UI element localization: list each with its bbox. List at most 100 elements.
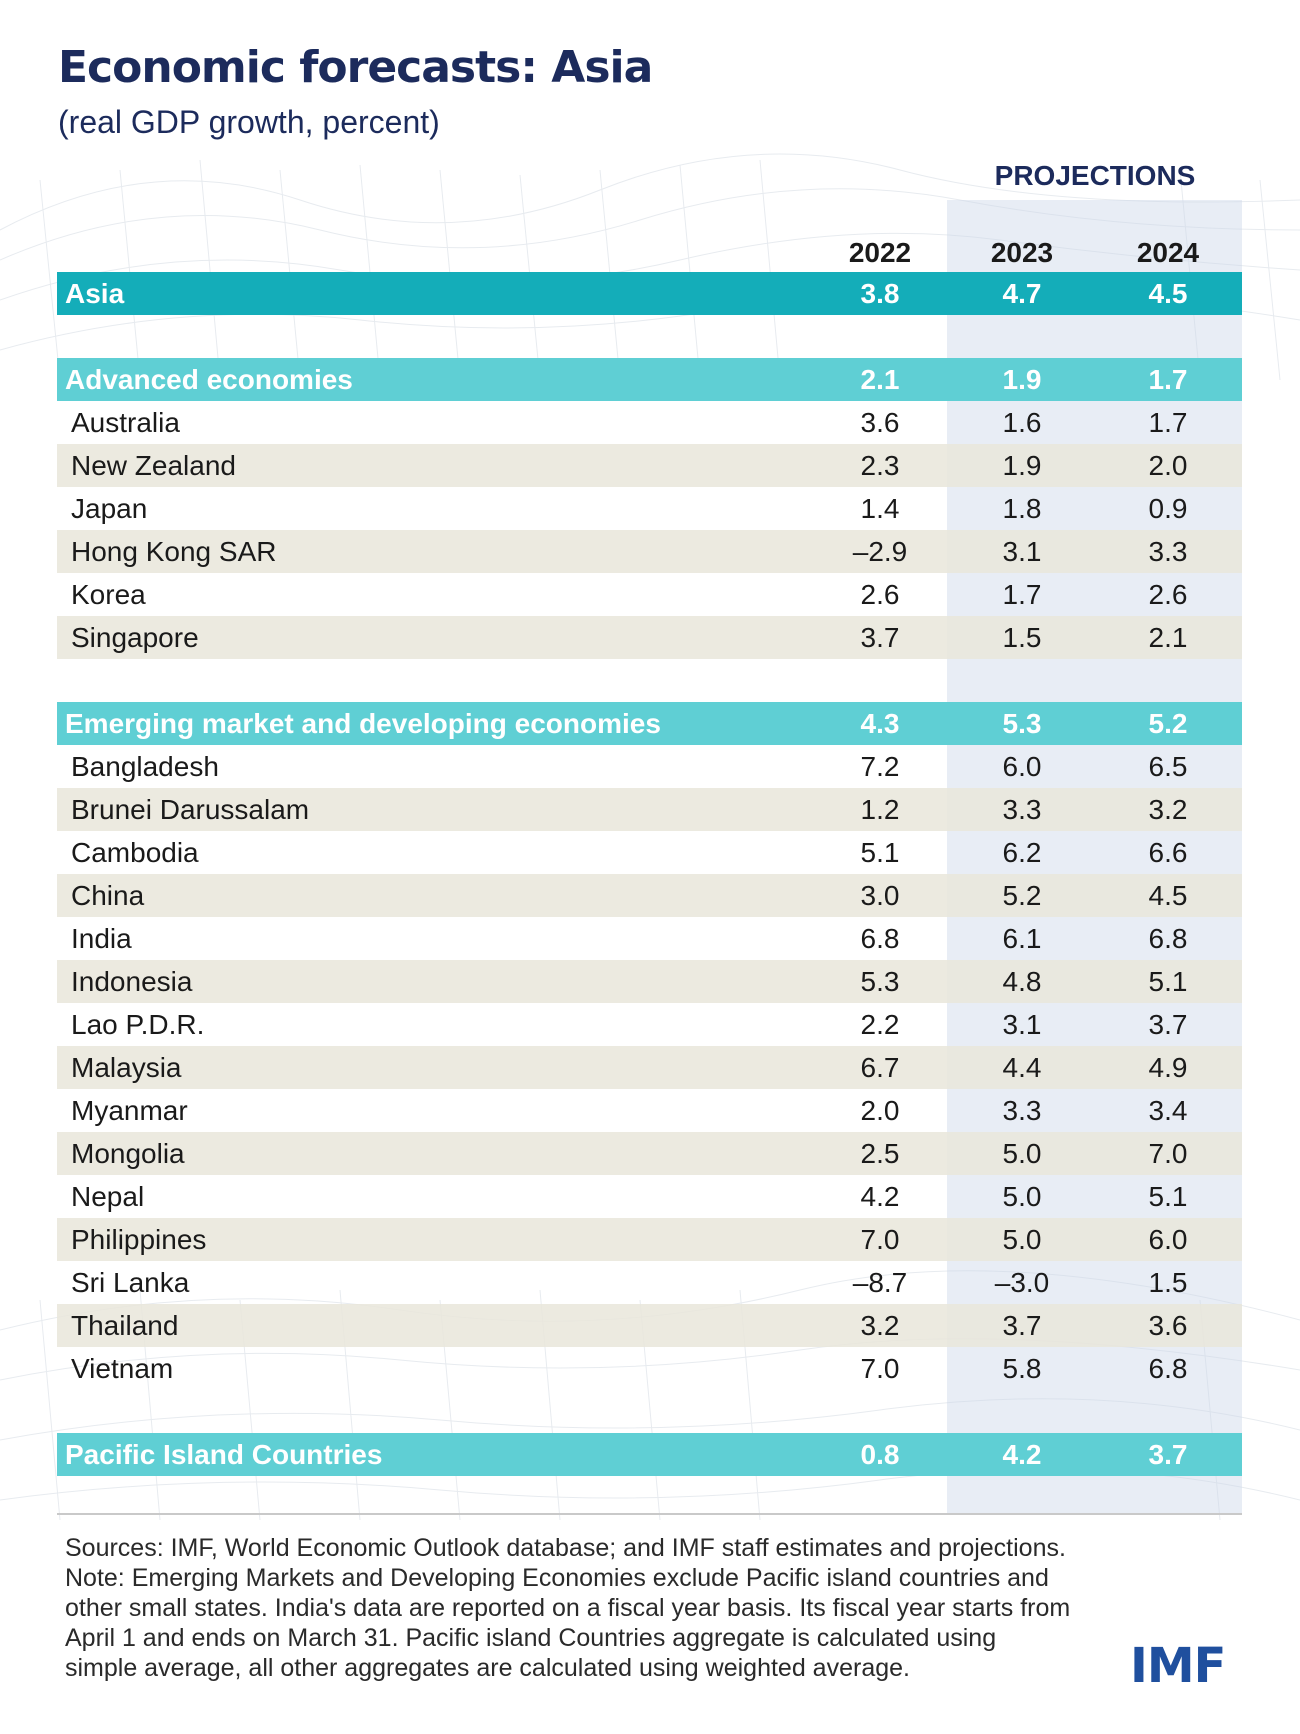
table-row: Bangladesh 7.2 6.0 6.5 xyxy=(57,745,1242,788)
row-label: Korea xyxy=(71,579,146,610)
value-2022: 1.4 xyxy=(860,493,900,524)
value-2022: 3.0 xyxy=(860,880,900,911)
table-row: Hong Kong SAR –2.9 3.1 3.3 xyxy=(57,530,1242,573)
row-label: Thailand xyxy=(71,1310,179,1341)
table-row: India 6.8 6.1 6.8 xyxy=(57,917,1242,960)
note-line: April 1 and ends on March 31. Pacific is… xyxy=(65,1624,997,1652)
note-line: Sources: IMF, World Economic Outlook dat… xyxy=(65,1534,1066,1562)
value-2023: 6.2 xyxy=(1002,837,1042,868)
value-2024: 0.9 xyxy=(1148,493,1188,524)
value-2023: 4.4 xyxy=(1002,1052,1042,1083)
group-row: Emerging market and developing economies… xyxy=(57,702,1242,745)
value-2022: 4.2 xyxy=(860,1181,900,1212)
value-2022: –2.9 xyxy=(852,536,908,567)
value-2023: 1.9 xyxy=(1002,450,1042,481)
row-label: Cambodia xyxy=(71,837,199,868)
table-row: Japan 1.4 1.8 0.9 xyxy=(57,487,1242,530)
value-2023: 3.3 xyxy=(1002,794,1042,825)
row-label: Pacific Island Countries xyxy=(65,1439,383,1470)
source-notes: Sources: IMF, World Economic Outlook dat… xyxy=(65,1533,1145,1683)
row-label: Indonesia xyxy=(71,966,193,997)
value-2022: 3.6 xyxy=(860,407,900,438)
value-2022: 7.2 xyxy=(860,751,900,782)
value-2022: 1.2 xyxy=(860,794,900,825)
value-2022: 3.7 xyxy=(860,622,900,653)
table-row: Nepal 4.2 5.0 5.1 xyxy=(57,1175,1242,1218)
value-2023: 3.1 xyxy=(1002,536,1042,567)
value-2023: 5.0 xyxy=(1002,1138,1042,1169)
value-2023: 4.8 xyxy=(1002,966,1042,997)
value-2023: 5.3 xyxy=(1002,708,1042,739)
value-2024: 6.0 xyxy=(1148,1224,1188,1255)
value-2024: 1.7 xyxy=(1148,364,1188,395)
table-row: Philippines 7.0 5.0 6.0 xyxy=(57,1218,1242,1261)
row-label: Advanced economies xyxy=(65,364,353,395)
value-2024: 3.3 xyxy=(1148,536,1188,567)
column-header-2024: 2024 xyxy=(1136,237,1200,268)
row-label: China xyxy=(71,880,145,911)
row-label: Myanmar xyxy=(71,1095,188,1126)
value-2024: 6.8 xyxy=(1148,923,1188,954)
value-2022: 3.2 xyxy=(860,1310,900,1341)
note-line: other small states. India's data are rep… xyxy=(65,1594,1071,1622)
value-2024: 1.7 xyxy=(1148,407,1188,438)
value-2023: 1.9 xyxy=(1002,364,1042,395)
value-2023: 5.0 xyxy=(1002,1181,1042,1212)
table-row: Malaysia 6.7 4.4 4.9 xyxy=(57,1046,1242,1089)
table-row: Korea 2.6 1.7 2.6 xyxy=(57,573,1242,616)
value-2024: 1.5 xyxy=(1148,1267,1188,1298)
row-label: Singapore xyxy=(71,622,199,653)
row-label: Mongolia xyxy=(71,1138,185,1169)
column-header-2023: 2023 xyxy=(990,237,1054,268)
value-2024: 6.8 xyxy=(1148,1353,1188,1384)
value-2022: 2.2 xyxy=(860,1009,900,1040)
value-2023: 1.6 xyxy=(1002,407,1042,438)
value-2024: 3.2 xyxy=(1148,794,1188,825)
value-2022: 7.0 xyxy=(860,1353,900,1384)
value-2023: 1.7 xyxy=(1002,579,1042,610)
value-2023: 1.8 xyxy=(1002,493,1042,524)
value-2024: 6.5 xyxy=(1148,751,1188,782)
value-2022: 2.6 xyxy=(860,579,900,610)
value-2022: 4.3 xyxy=(860,708,900,739)
value-2024: 3.6 xyxy=(1148,1310,1188,1341)
value-2024: 3.7 xyxy=(1148,1439,1188,1470)
value-2022: 7.0 xyxy=(860,1224,900,1255)
value-2024: 6.6 xyxy=(1148,837,1188,868)
row-label: Japan xyxy=(71,493,148,524)
value-2022: 5.1 xyxy=(860,837,900,868)
page-title: Economic forecasts: Asia xyxy=(58,42,653,93)
value-2023: 6.1 xyxy=(1002,923,1042,954)
table-row: Thailand 3.2 3.7 3.6 xyxy=(57,1304,1242,1347)
row-label: New Zealand xyxy=(71,450,236,481)
value-2023: 4.2 xyxy=(1002,1439,1042,1470)
forecast-table: Asia 3.8 4.7 4.5 Advanced economies 2.1 1.9 1.7… xyxy=(57,0,1242,1734)
table-row: Australia 3.6 1.6 1.7 xyxy=(57,401,1242,444)
table-row: Sri Lanka –8.7 –3.0 1.5 xyxy=(57,1261,1242,1304)
row-label: Vietnam xyxy=(71,1353,174,1384)
value-2024: 2.6 xyxy=(1148,579,1188,610)
row-label: Asia xyxy=(65,278,125,309)
table-row: Singapore 3.7 1.5 2.1 xyxy=(57,616,1242,659)
value-2023: 6.0 xyxy=(1002,751,1042,782)
row-label: India xyxy=(71,923,132,954)
imf-logo: IMF xyxy=(1130,1638,1226,1694)
value-2022: 5.3 xyxy=(860,966,900,997)
table-row: China 3.0 5.2 4.5 xyxy=(57,874,1242,917)
group-row: Advanced economies 2.1 1.9 1.7 xyxy=(57,358,1242,401)
value-2023: 3.1 xyxy=(1002,1009,1042,1040)
value-2023: 4.7 xyxy=(1002,278,1042,309)
value-2023: 5.8 xyxy=(1002,1353,1042,1384)
value-2024: 4.9 xyxy=(1148,1052,1188,1083)
value-2022: 2.5 xyxy=(860,1138,900,1169)
row-label: Sri Lanka xyxy=(71,1267,190,1298)
value-2024: 2.0 xyxy=(1148,450,1188,481)
table-row: Vietnam 7.0 5.8 6.8 xyxy=(57,1347,1242,1390)
row-label: Philippines xyxy=(71,1224,207,1255)
value-2023: 1.5 xyxy=(1002,622,1042,653)
row-label: Hong Kong SAR xyxy=(71,536,277,567)
value-2024: 5.1 xyxy=(1148,1181,1188,1212)
row-label: Nepal xyxy=(71,1181,145,1212)
table-row: Cambodia 5.1 6.2 6.6 xyxy=(57,831,1242,874)
note-line: simple average, all other aggregates are… xyxy=(65,1654,910,1682)
